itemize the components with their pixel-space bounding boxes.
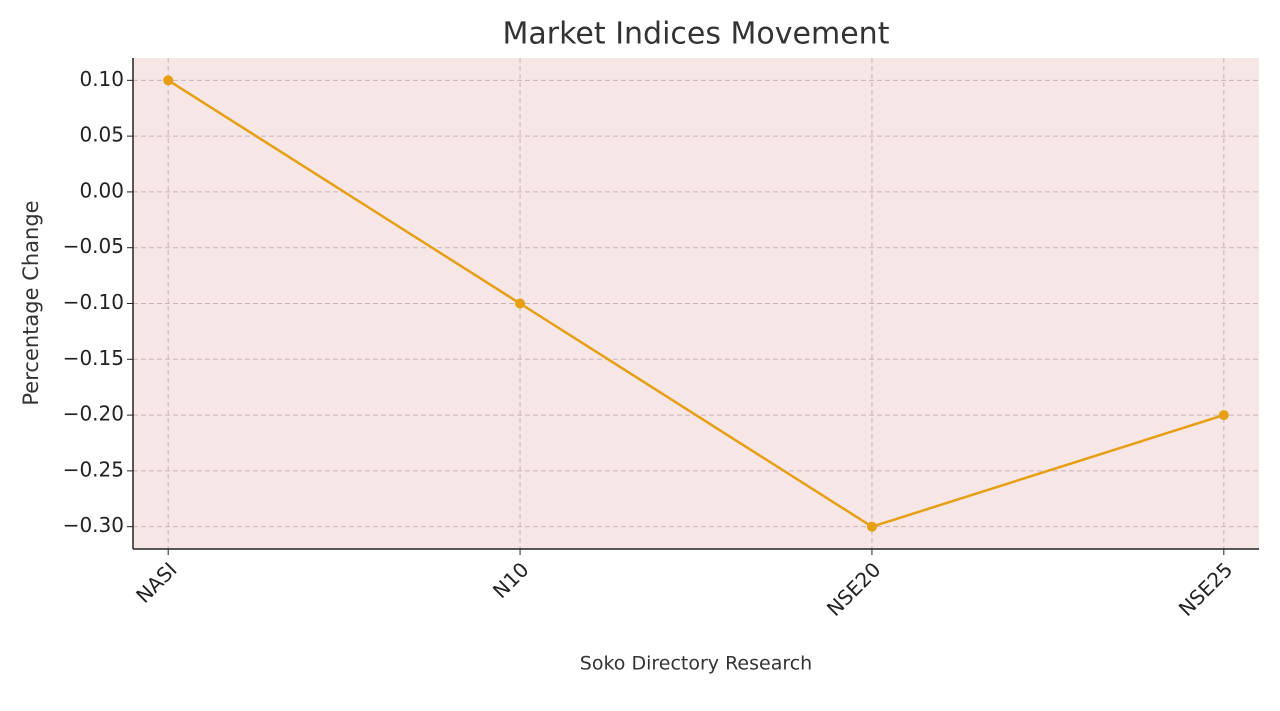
y-tick-label: −0.10 [63,290,124,314]
point [163,75,174,86]
x-axis-label: Soko Directory Research [580,653,812,675]
point [866,521,877,532]
y-axis-label: Percentage Change [19,200,43,405]
x-tick-label: NASI [131,557,181,607]
y-tick-label: 0.10 [79,67,124,91]
x-tick-label: NSE25 [1174,557,1237,620]
y-tick-label: −0.15 [63,346,124,370]
x-tick-label: N10 [488,557,534,603]
point [1218,410,1229,421]
y-tick-label: 0.05 [79,123,124,147]
y-tick-label: −0.30 [63,513,124,537]
y-tick-label: 0.00 [79,178,124,202]
chart-title: Market Indices Movement [503,17,890,52]
y-tick-label: −0.05 [63,234,124,258]
point [515,298,526,309]
x-tick-label: NSE20 [822,557,885,620]
y-tick-label: −0.25 [63,457,124,481]
line [167,79,1225,529]
y-tick-label: −0.20 [63,402,124,426]
